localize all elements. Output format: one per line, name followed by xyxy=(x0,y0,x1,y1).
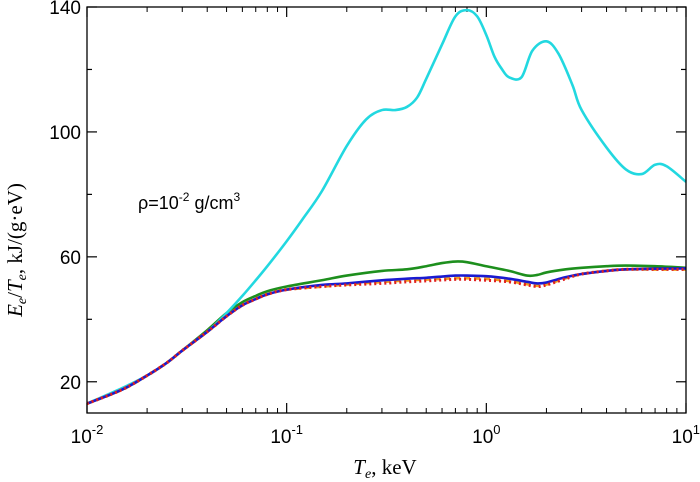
x-tick-label: 10-1 xyxy=(270,422,303,448)
series-line-orange-dashed xyxy=(86,267,686,406)
y-tick-label: 20 xyxy=(60,373,81,394)
plot-frame xyxy=(86,6,687,414)
y-tick-label: 140 xyxy=(49,0,81,19)
x-axis-title: Te, keV xyxy=(353,455,416,482)
tick-labels: 10-2 10-1 100 101 20 60 100 140 xyxy=(49,0,700,448)
series-layer xyxy=(86,8,687,406)
series-line-blue xyxy=(86,267,687,405)
y-tick-label: 100 xyxy=(49,123,81,144)
x-tick-label: 101 xyxy=(672,422,700,448)
y-axis-title: Ee/Te, kJ/(g·eV) xyxy=(3,183,30,318)
density-annotation: ρ=10-2 g/cm3 xyxy=(138,190,240,213)
x-tick-label: 100 xyxy=(472,422,500,448)
y-tick-label: 60 xyxy=(60,248,81,269)
series-line-red-dotted xyxy=(86,267,686,406)
series-line-cyan xyxy=(86,8,687,405)
x-tick-label: 10-2 xyxy=(71,422,104,448)
